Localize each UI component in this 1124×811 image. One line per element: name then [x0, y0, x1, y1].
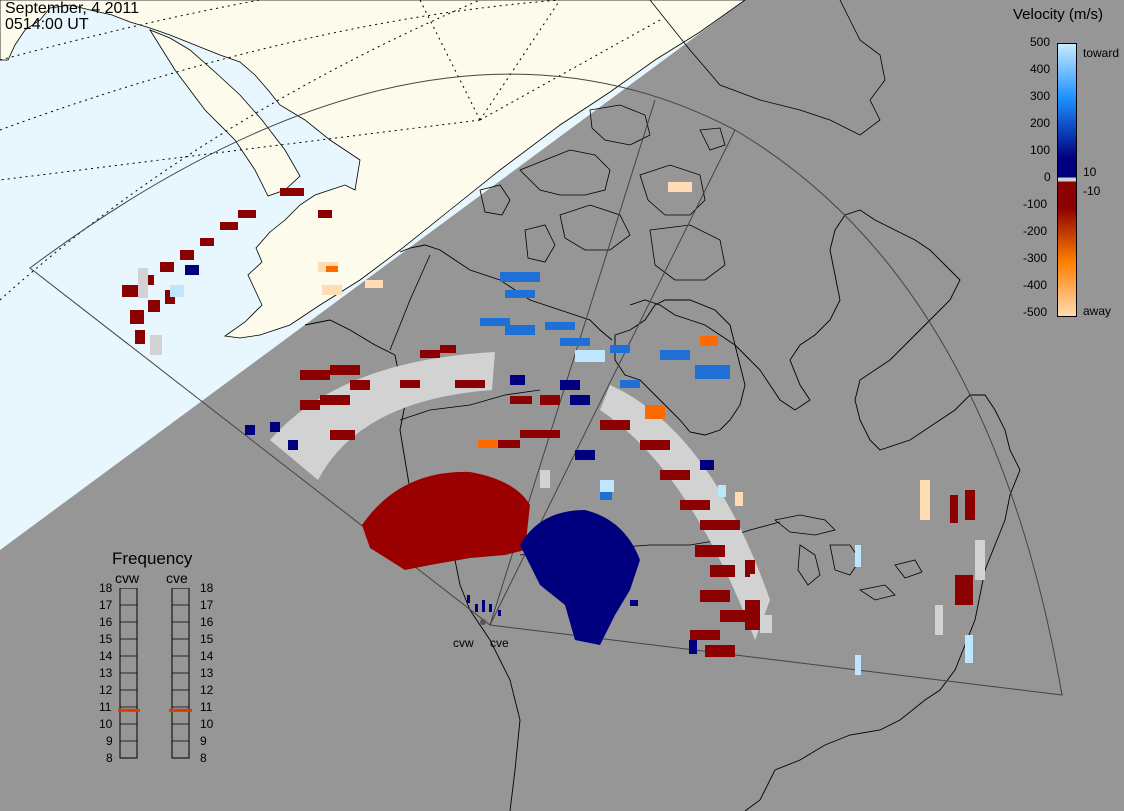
colorbar-tick: 400: [1030, 62, 1051, 76]
frequency-tick: 17: [99, 598, 113, 612]
frequency-tick: 11: [99, 700, 112, 714]
colorbar-tick: 200: [1030, 116, 1051, 130]
ground-scatter-cells: [138, 268, 985, 635]
velocity-colorbar: [1057, 43, 1077, 317]
toward-blob: [520, 510, 640, 645]
frequency-tick: 8: [106, 751, 113, 765]
frequency-tick: 10: [99, 717, 113, 731]
frequency-tick: 13: [200, 666, 214, 680]
frequency-title: Frequency: [112, 549, 193, 568]
arctic-islands: [479, 104, 726, 281]
colorbar-title: Velocity (m/s): [1013, 6, 1104, 23]
colorbar-tick: -500: [1023, 305, 1048, 319]
frequency-tick: 15: [99, 632, 113, 646]
graticule: [0, 0, 661, 301]
away-blob: [362, 471, 530, 570]
frequency-radar-cvw: cvw: [115, 570, 140, 586]
frequency-tick: 15: [200, 632, 214, 646]
frequency-tick: 16: [200, 615, 214, 629]
frequency-tick: 18: [99, 581, 113, 595]
toward-cells: [480, 272, 730, 500]
frequency-gauges: [118, 588, 192, 759]
ground-scatter-arc: [270, 352, 495, 480]
frequency-tick: 9: [106, 734, 113, 748]
frequency-tick: 12: [99, 683, 113, 697]
toward-light-cells: [170, 285, 973, 675]
hudson-bay: [614, 299, 746, 436]
radar-label-cvw: cvw: [453, 636, 474, 650]
frequency-tick: 10: [200, 717, 214, 731]
frequency-tick: 14: [99, 649, 113, 663]
toward-dark-cells: [185, 265, 714, 654]
colorbar-toward-label: toward: [1083, 46, 1120, 60]
colorbar-tick: 10: [1083, 165, 1097, 179]
colorbar-tick: -400: [1023, 278, 1048, 292]
colorbar-tick: -200: [1023, 224, 1048, 238]
great-lakes: [774, 514, 923, 601]
colorbar-tick: -10: [1083, 184, 1101, 198]
colorbar-tick: -300: [1023, 251, 1048, 265]
time-label: 0514:00 UT: [5, 16, 89, 33]
dayside-land: [0, 0, 746, 339]
frequency-tick: 8: [200, 751, 207, 765]
date-label: September, 4 2011: [5, 0, 140, 17]
frequency-tick: 11: [200, 700, 213, 714]
colorbar-tick: 0: [1044, 170, 1051, 184]
frequency-tick: 17: [200, 598, 214, 612]
near-range-cells: [467, 595, 501, 616]
colorbar-away-label: away: [1083, 304, 1112, 318]
radar-label-cve: cve: [490, 636, 509, 650]
frequency-radar-cve: cve: [166, 570, 188, 586]
frequency-tick: 12: [200, 683, 214, 697]
frequency-tick: 16: [99, 615, 113, 629]
greenland: [649, 0, 886, 136]
frequency-tick: 14: [200, 649, 214, 663]
frequency-tick: 18: [200, 581, 214, 595]
frequency-tick: 13: [99, 666, 113, 680]
frequency-tick: 9: [200, 734, 207, 748]
away-orange-cells: [326, 266, 718, 448]
colorbar-tick: -100: [1023, 197, 1048, 211]
colorbar-tick: 100: [1030, 143, 1051, 157]
colorbar-tick: 500: [1030, 35, 1051, 49]
colorbar-tick: 300: [1030, 89, 1051, 103]
radar-site-marker: [480, 619, 486, 625]
dayside-land-alaska: [149, 29, 301, 197]
dayside-ocean: [0, 0, 745, 550]
velocity-scatter: [122, 182, 985, 675]
